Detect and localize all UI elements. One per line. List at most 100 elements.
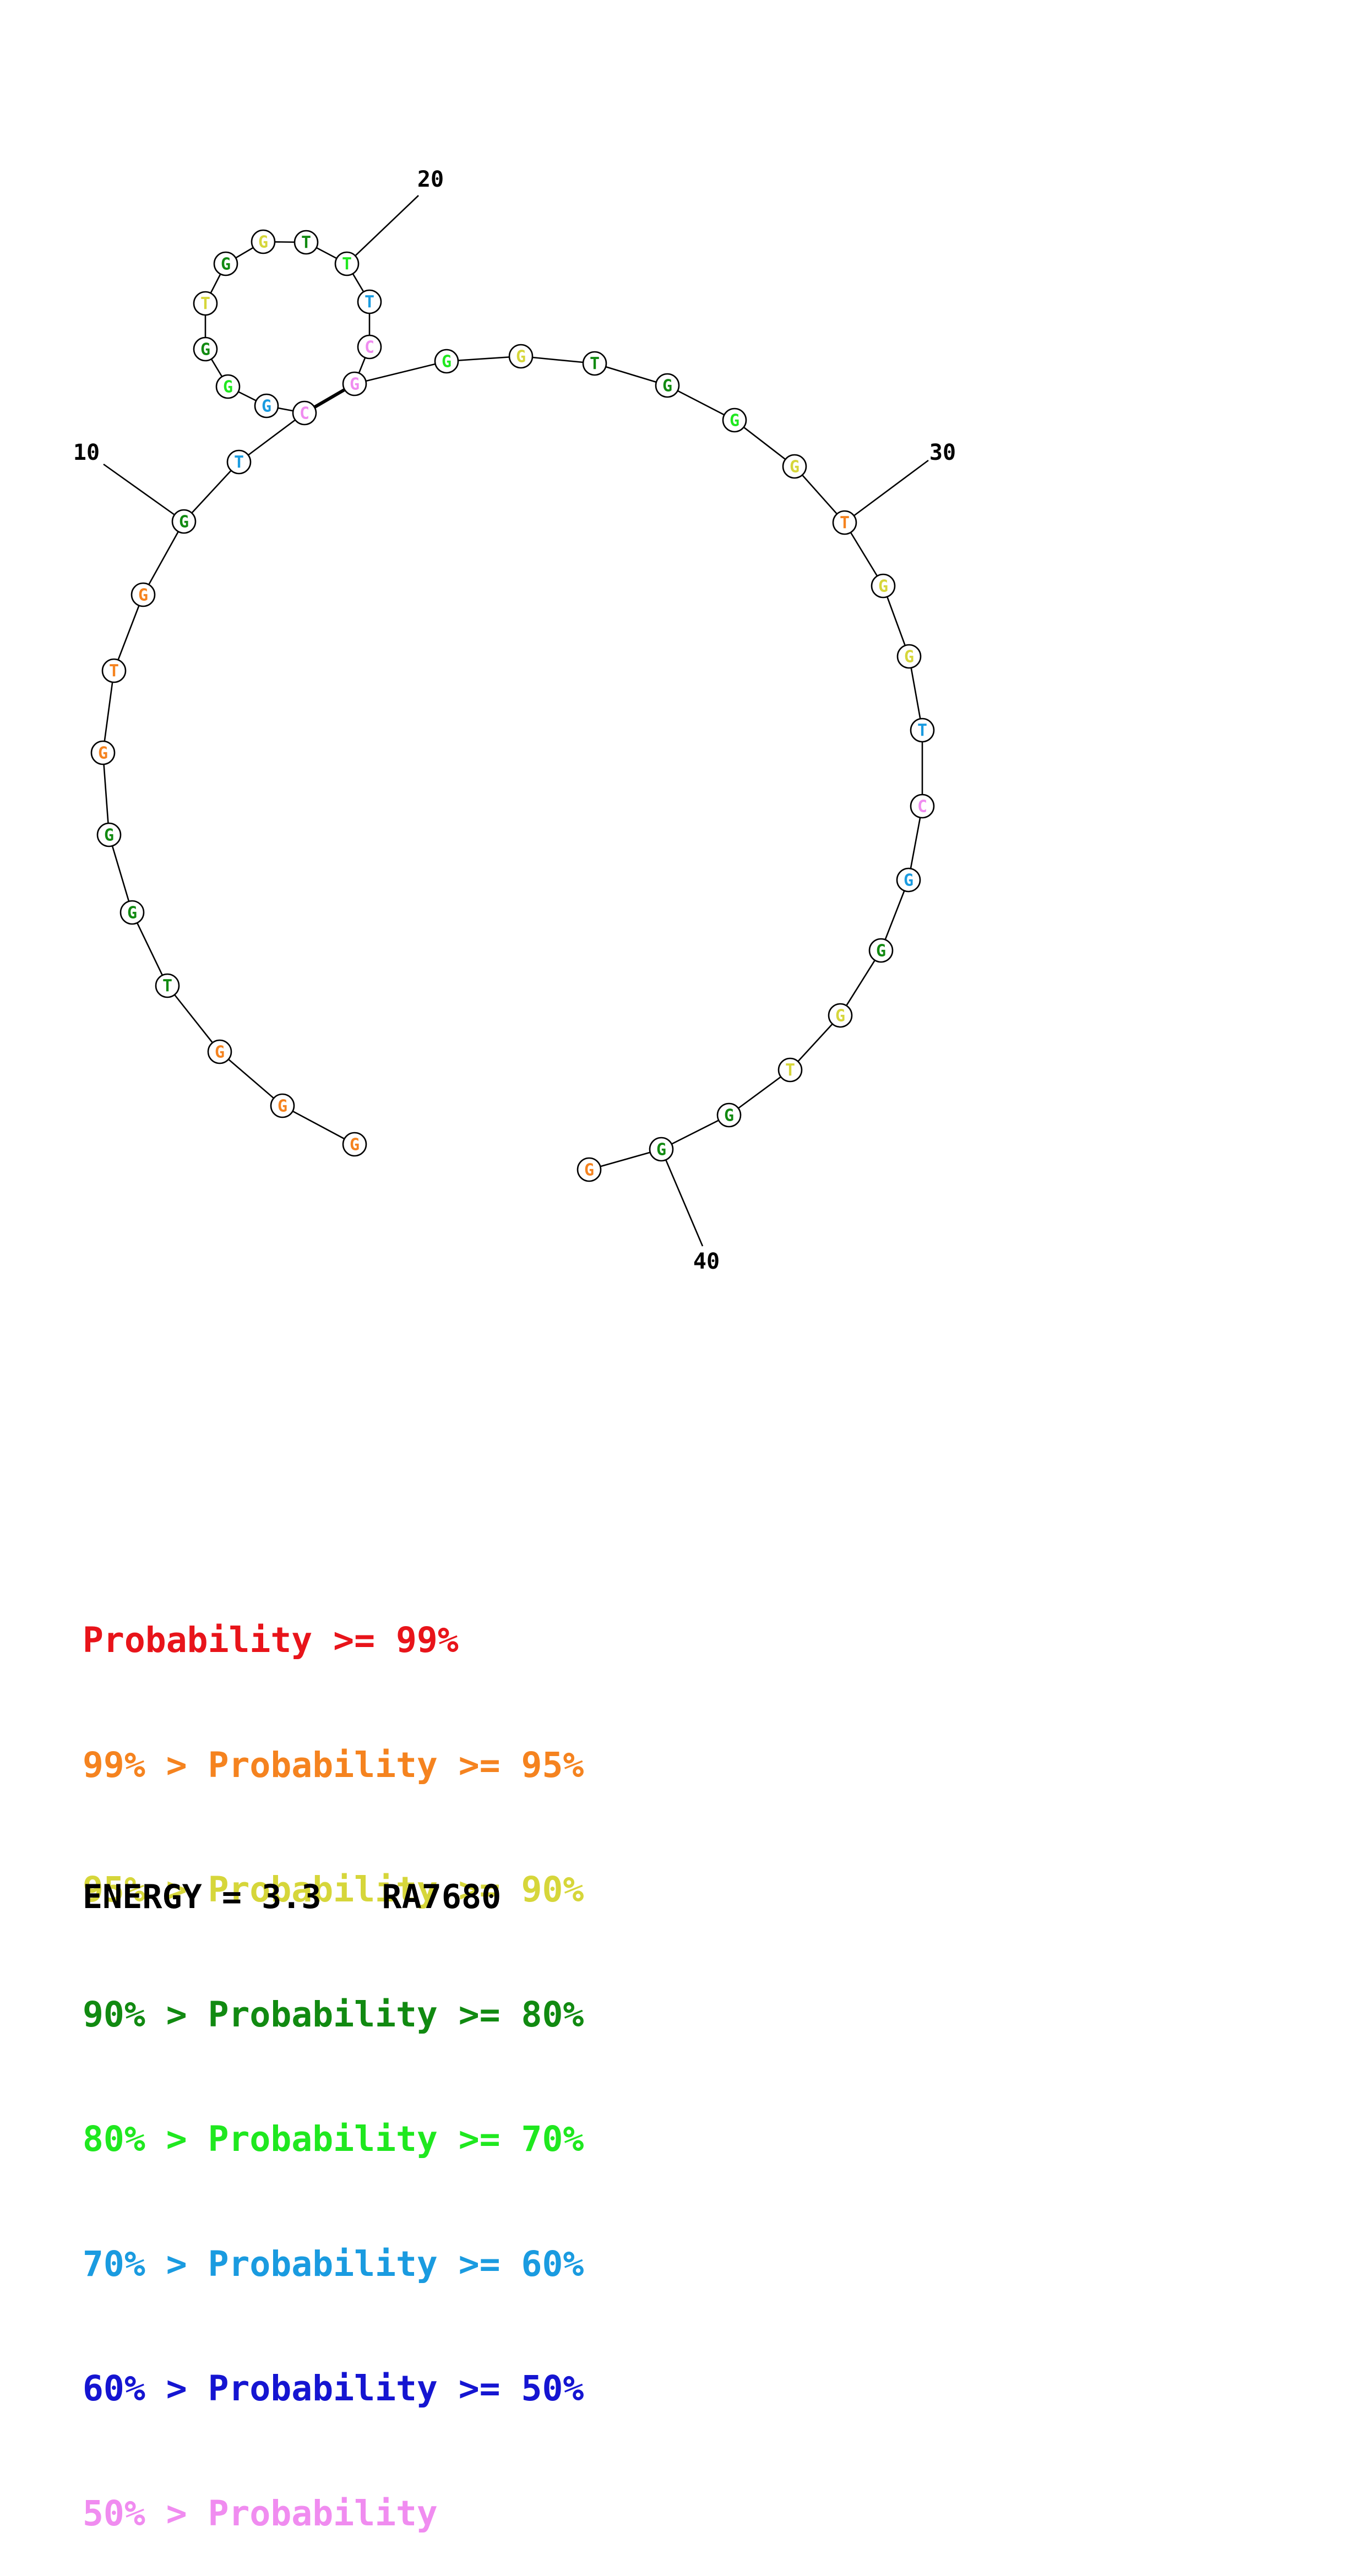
nucleotide-letter: G [724,1106,734,1126]
nucleotide-circle [910,718,935,743]
backbone-segment [102,670,115,753]
legend-text: Probability >= 60% [208,2243,584,2284]
nucleotide-circle [251,229,276,254]
nucleotide-letter: G [730,411,739,431]
legend-text: Probability [208,2493,438,2534]
nucleotide-letter: G [350,375,360,394]
nucleotide: T [582,351,607,376]
nucleotide-circle [342,1132,367,1157]
nucleotide-letter: G [138,586,148,605]
legend-prefix: 70% > [83,2243,208,2284]
nucleotide: C [357,334,382,360]
backbone-segment [661,1114,730,1150]
nucleotide: G [96,822,122,847]
nucleotide-letter: G [876,942,886,961]
nucleotide-circle [582,351,607,376]
backbone-segment [142,521,185,595]
legend-row: 99% > Probability >= 95% [83,1744,584,1786]
backbone-segment [219,1051,283,1106]
nucleotide: T [777,1057,803,1083]
nucleotide-letter: G [104,826,114,845]
nucleotide-letter: G [262,397,271,416]
nucleotide-letter: G [258,233,268,252]
backbone-segment [728,1069,791,1116]
nucleotide-circle [155,973,180,998]
nucleotide-circle [357,334,382,360]
legend-row: 95% > Probability >= 90% [83,1869,584,1911]
nucleotide-circle [832,510,857,535]
nucleotide: T [357,289,382,314]
nucleotide-circle [716,1102,742,1128]
legend-row: 50% > Probability [83,2493,584,2535]
nucleotide: G [171,509,197,534]
nucleotide-letter: G [656,1140,666,1160]
nucleotide-circle [101,658,127,683]
nucleotide-circle [871,573,896,599]
nucleotide-letter: G [278,1097,287,1116]
nucleotide-letter: G [350,1135,360,1155]
nucleotide: G [90,740,116,765]
energy-value: ENERGY = 3.3 [83,1878,322,1916]
nucleotide-circle [292,400,317,426]
nucleotide: G [871,573,896,599]
nucleotide-letter: T [365,293,374,312]
backbone-segment [844,522,884,586]
backbone-segment [108,834,133,913]
nucleotide: G [782,454,807,479]
nucleotide-letter: G [878,577,888,596]
backbone-segment [520,355,595,365]
nucleotide: G [828,1003,853,1028]
backbone-segment [113,594,144,671]
backbone-segment [354,360,447,385]
legend-text: Probability >= 50% [208,2368,584,2409]
nucleotide-circle [90,740,116,765]
energy-footer: ENERGY = 3.3 RA7680 [83,1878,501,1916]
nucleotide: G [254,393,279,419]
legend-text: Probability >= 80% [208,1994,584,2035]
nucleotide: G [342,371,367,396]
nucleotide: G [722,407,747,433]
nucleotide-letter: C [917,797,927,817]
nucleotide: G [434,349,459,374]
nucleotide: G [868,938,894,963]
backbone-segment [667,384,735,421]
nucleotide: G [130,582,156,607]
nucleotide-circle [207,1039,232,1064]
backbone-segment [183,461,240,522]
nucleotide: G [342,1132,367,1157]
nucleotide-circle [896,867,921,893]
legend-row: Probability >= 99% [83,1619,584,1661]
nucleotide-circle [193,336,218,362]
nucleotide: C [910,794,935,819]
legend-text: Probability >= 99% [83,1620,459,1660]
nucleotide-circle [777,1057,803,1083]
nucleotide: C [292,400,317,426]
nucleotide-circle [334,251,360,276]
position-tick-line [844,459,929,524]
nucleotide: T [155,973,180,998]
legend-prefix: 80% > [83,2119,208,2159]
nucleotide-circle [96,822,122,847]
backbone-segment [594,362,668,387]
nucleotide: G [193,336,218,362]
nucleotide: G [119,900,145,925]
nucleotide-letter: G [584,1161,594,1180]
probability-legend: Probability >= 99% 99% > Probability >= … [83,1536,584,2576]
position-tick-label: 20 [417,167,444,192]
nucleotide-circle [130,582,156,607]
nucleotide-letter: G [98,744,108,763]
nucleotide-circle [193,291,218,316]
backbone-segment [102,752,110,835]
backbone-segment [282,1105,355,1145]
nucleotide-letter: G [904,648,914,667]
nucleotide-letter: C [365,338,374,357]
nucleotide-letter: G [127,904,137,923]
nucleotide-circle [782,454,807,479]
legend-prefix: 60% > [83,2368,208,2409]
legend-text: Probability >= 90% [208,1869,584,1910]
legend-prefix: 99% > [83,1744,208,1785]
nucleotide-letter: G [215,1043,225,1062]
nucleotide: G [215,374,241,399]
